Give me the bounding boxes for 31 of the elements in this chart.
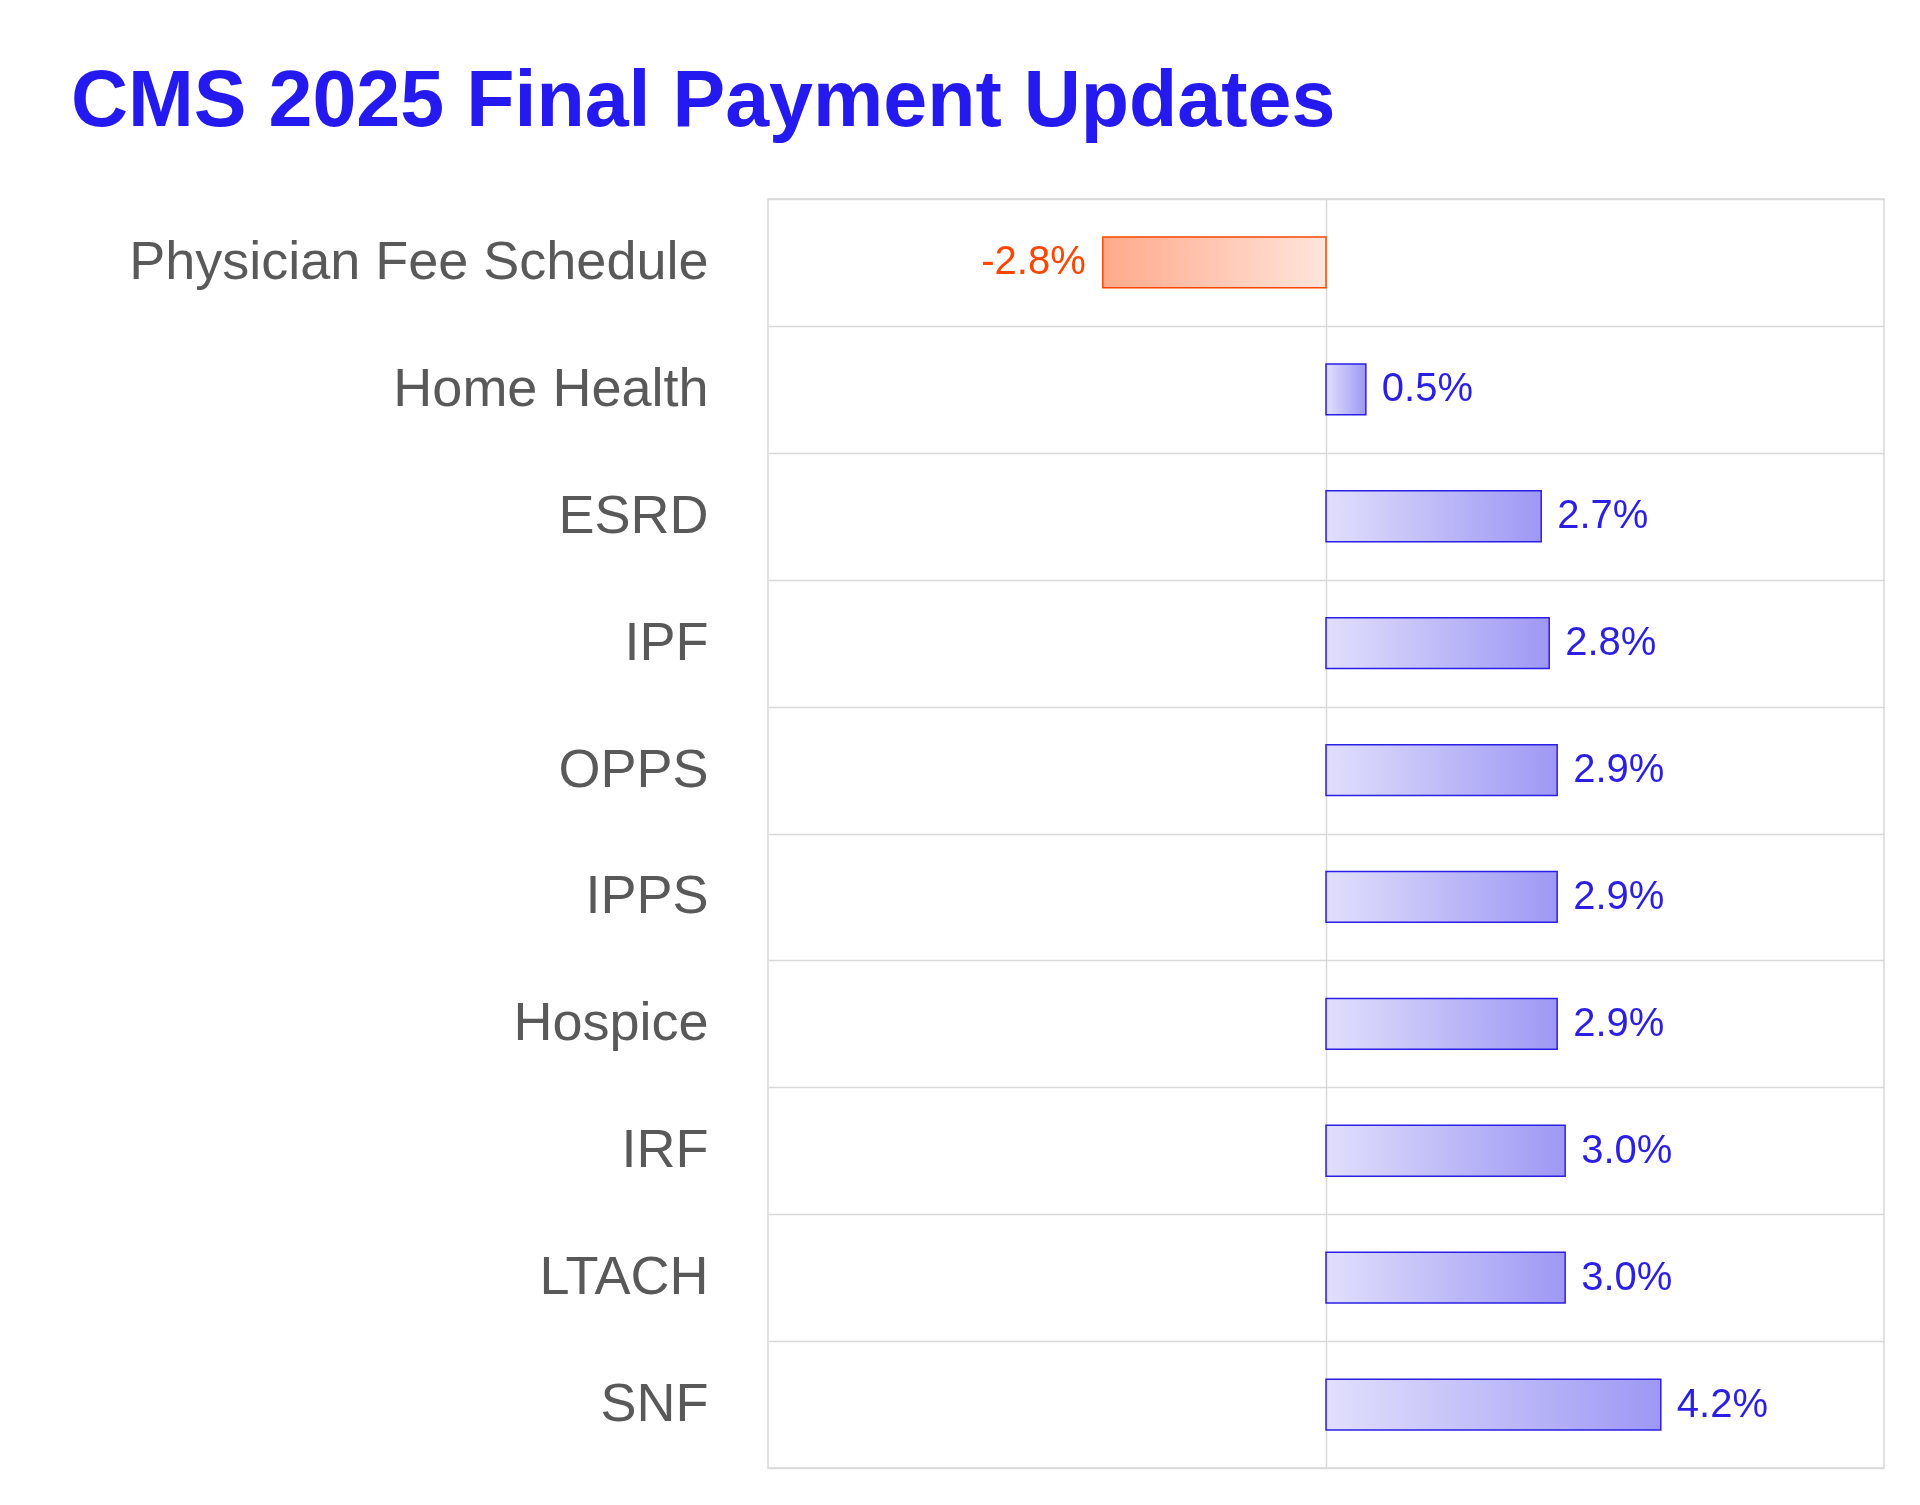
data-label: 2.9% [1573,999,1665,1044]
y-tick-label: IPPS [585,864,709,925]
bar [1325,1251,1566,1304]
bar [1102,236,1327,289]
y-tick-label: IPF [624,610,709,671]
bar [1325,490,1542,543]
y-tick-label: ESRD [558,483,709,544]
y-tick-label: Physician Fee Schedule [129,229,709,290]
y-tick-label: SNF [600,1372,709,1433]
data-label: 4.2% [1676,1380,1768,1425]
data-label: 2.7% [1557,492,1649,537]
data-label: 3.0% [1581,1253,1673,1298]
bar [1325,743,1558,797]
data-label: 2.9% [1573,746,1665,791]
bar [1325,870,1558,924]
y-tick-label: OPPS [558,737,709,798]
bar [1325,1378,1662,1431]
y-tick-label: IRF [621,1118,709,1179]
bar [1325,1124,1566,1177]
bar [1325,997,1558,1050]
data-label: 2.8% [1565,619,1657,664]
bar [1325,617,1550,670]
data-label: 3.0% [1581,1126,1673,1171]
data-label: 0.5% [1381,365,1474,410]
y-tick-label: Hospice [513,991,709,1052]
y-tick-label: LTACH [539,1245,709,1306]
chart-title: CMS 2025 Final Payment Updates [71,54,1336,143]
y-tick-label: Home Health [393,356,709,417]
data-label: 2.9% [1573,872,1665,917]
bar [1325,363,1367,416]
data-label: -2.8% [981,238,1086,283]
